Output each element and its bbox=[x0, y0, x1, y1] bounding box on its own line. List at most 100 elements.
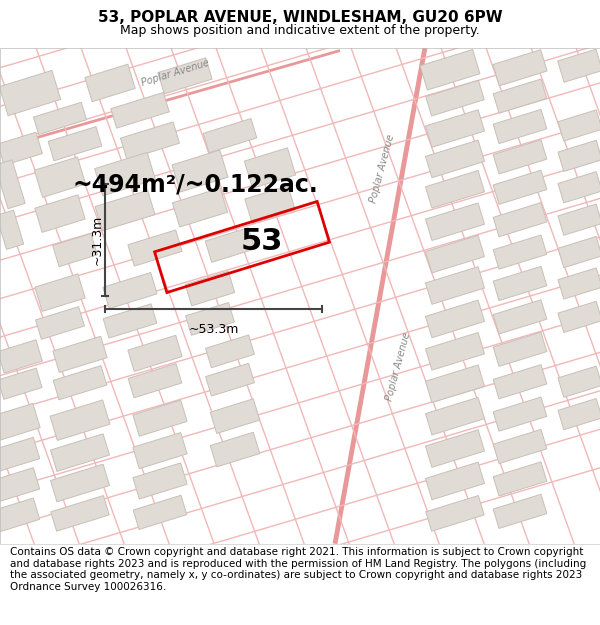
Polygon shape bbox=[185, 271, 235, 306]
Polygon shape bbox=[493, 79, 547, 113]
Polygon shape bbox=[425, 365, 485, 403]
Polygon shape bbox=[203, 119, 257, 152]
Polygon shape bbox=[426, 496, 484, 531]
Polygon shape bbox=[50, 464, 110, 502]
Polygon shape bbox=[95, 152, 155, 196]
Text: ~53.3m: ~53.3m bbox=[188, 323, 239, 336]
Polygon shape bbox=[185, 302, 235, 335]
Polygon shape bbox=[558, 399, 600, 430]
Polygon shape bbox=[558, 204, 600, 235]
Polygon shape bbox=[133, 400, 187, 436]
Polygon shape bbox=[244, 148, 296, 188]
Polygon shape bbox=[95, 190, 155, 231]
Polygon shape bbox=[133, 463, 187, 499]
Polygon shape bbox=[425, 235, 485, 273]
Polygon shape bbox=[206, 335, 254, 367]
Polygon shape bbox=[425, 171, 485, 208]
Polygon shape bbox=[557, 49, 600, 82]
Polygon shape bbox=[425, 267, 485, 304]
Polygon shape bbox=[493, 462, 547, 496]
Polygon shape bbox=[0, 368, 42, 399]
Polygon shape bbox=[172, 188, 227, 227]
Text: 53: 53 bbox=[241, 228, 283, 256]
Polygon shape bbox=[493, 109, 547, 144]
Polygon shape bbox=[35, 274, 85, 311]
Polygon shape bbox=[133, 495, 187, 529]
Polygon shape bbox=[493, 202, 547, 237]
Polygon shape bbox=[103, 272, 157, 309]
Polygon shape bbox=[35, 307, 85, 339]
Polygon shape bbox=[493, 494, 547, 528]
Polygon shape bbox=[103, 304, 157, 338]
Polygon shape bbox=[558, 110, 600, 141]
Text: Map shows position and indicative extent of the property.: Map shows position and indicative extent… bbox=[120, 24, 480, 37]
Polygon shape bbox=[558, 301, 600, 332]
Polygon shape bbox=[34, 102, 86, 134]
Polygon shape bbox=[0, 210, 24, 249]
Polygon shape bbox=[0, 132, 43, 166]
Polygon shape bbox=[210, 399, 260, 434]
Polygon shape bbox=[128, 335, 182, 371]
Polygon shape bbox=[133, 432, 187, 469]
Polygon shape bbox=[558, 268, 600, 299]
Polygon shape bbox=[111, 92, 169, 128]
Polygon shape bbox=[558, 236, 600, 268]
Polygon shape bbox=[0, 404, 40, 441]
Polygon shape bbox=[172, 150, 228, 192]
Polygon shape bbox=[128, 230, 182, 266]
Polygon shape bbox=[420, 49, 480, 90]
Polygon shape bbox=[85, 64, 135, 102]
Polygon shape bbox=[48, 127, 102, 161]
Polygon shape bbox=[0, 498, 40, 532]
Polygon shape bbox=[53, 366, 107, 400]
Polygon shape bbox=[53, 234, 97, 267]
Polygon shape bbox=[205, 228, 255, 262]
Polygon shape bbox=[425, 398, 485, 435]
Polygon shape bbox=[425, 110, 485, 148]
Polygon shape bbox=[34, 157, 86, 198]
Polygon shape bbox=[425, 430, 485, 468]
Text: Poplar Avenue: Poplar Avenue bbox=[368, 134, 396, 204]
Polygon shape bbox=[493, 235, 547, 269]
Text: Contains OS data © Crown copyright and database right 2021. This information is : Contains OS data © Crown copyright and d… bbox=[10, 547, 586, 592]
Polygon shape bbox=[0, 438, 40, 472]
Polygon shape bbox=[53, 336, 107, 372]
Polygon shape bbox=[50, 400, 110, 441]
Polygon shape bbox=[51, 496, 109, 531]
Polygon shape bbox=[206, 363, 254, 396]
Polygon shape bbox=[0, 340, 43, 373]
Polygon shape bbox=[121, 122, 179, 159]
Polygon shape bbox=[493, 50, 547, 86]
Polygon shape bbox=[493, 429, 547, 464]
Polygon shape bbox=[35, 195, 85, 232]
Polygon shape bbox=[558, 140, 600, 171]
Polygon shape bbox=[425, 300, 485, 338]
Text: Poplar Avenue: Poplar Avenue bbox=[140, 58, 210, 88]
Polygon shape bbox=[493, 266, 547, 301]
Polygon shape bbox=[425, 140, 485, 177]
Polygon shape bbox=[425, 332, 485, 370]
Polygon shape bbox=[558, 366, 600, 398]
Polygon shape bbox=[426, 80, 484, 116]
Text: ~494m²/~0.122ac.: ~494m²/~0.122ac. bbox=[72, 173, 318, 196]
Polygon shape bbox=[493, 397, 547, 431]
Polygon shape bbox=[493, 170, 547, 204]
Text: ~31.3m: ~31.3m bbox=[91, 215, 104, 265]
Polygon shape bbox=[245, 186, 295, 223]
Polygon shape bbox=[493, 300, 547, 334]
Text: 53, POPLAR AVENUE, WINDLESHAM, GU20 6PW: 53, POPLAR AVENUE, WINDLESHAM, GU20 6PW bbox=[98, 9, 502, 24]
Polygon shape bbox=[493, 332, 547, 366]
Polygon shape bbox=[50, 434, 110, 471]
Polygon shape bbox=[0, 71, 61, 116]
Polygon shape bbox=[425, 203, 485, 241]
Polygon shape bbox=[558, 172, 600, 203]
Polygon shape bbox=[128, 364, 182, 398]
Polygon shape bbox=[0, 468, 40, 502]
Polygon shape bbox=[210, 432, 260, 467]
Polygon shape bbox=[425, 462, 485, 500]
Polygon shape bbox=[0, 160, 25, 209]
Polygon shape bbox=[493, 364, 547, 399]
Text: Poplar Avenue: Poplar Avenue bbox=[384, 331, 412, 402]
Polygon shape bbox=[158, 58, 212, 94]
Polygon shape bbox=[493, 140, 547, 174]
